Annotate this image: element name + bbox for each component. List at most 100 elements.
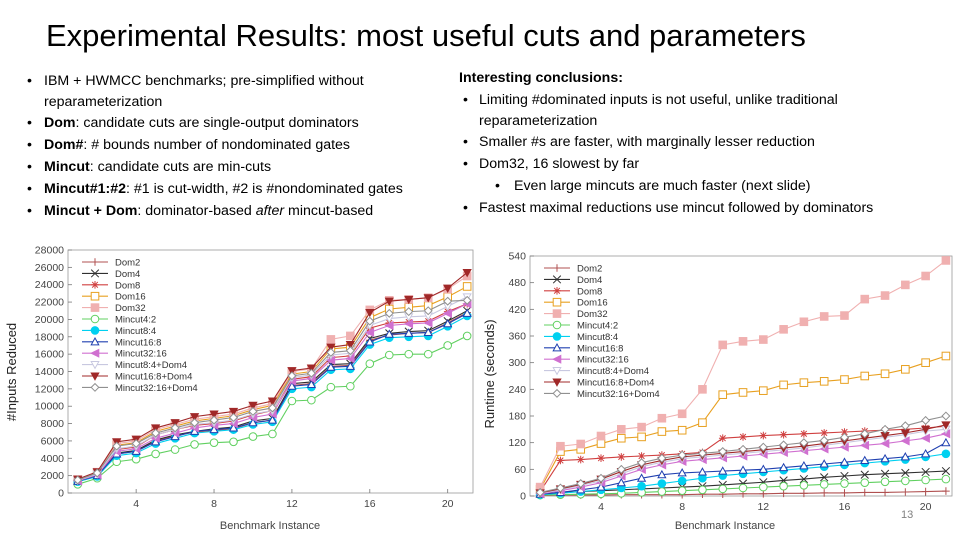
runtime-chart-data-point: [799, 460, 809, 470]
runtime-chart-y-tick-label: 540: [508, 251, 526, 263]
runtime-chart-data-point: [698, 485, 707, 495]
runtime-chart-data-point: [718, 466, 728, 475]
inputs-chart-data-point: [209, 424, 219, 434]
inputs-chart-data-point: [404, 295, 414, 305]
legend-marker: [552, 309, 562, 318]
runtime-chart-series-mincut16-8: [535, 437, 951, 498]
legend-marker: [552, 342, 562, 352]
inputs-chart-y-tick-label: 4000: [41, 453, 65, 465]
inputs-chart-data-point: [151, 449, 160, 459]
runtime-chart-data-point: [799, 438, 809, 448]
inputs-chart-legend: Dom2Dom4Dom8Dom16Dom32Mincut4:2Mincut8:4…: [82, 258, 198, 394]
legend-label: Mincut8:4: [577, 332, 618, 343]
inputs-chart-data-point: [404, 349, 414, 359]
inputs-chart-data-point: [170, 419, 180, 428]
runtime-chart-data-point: [840, 375, 849, 384]
conclusion-item: Smaller #s are faster, with marginally l…: [459, 131, 954, 153]
runtime-chart-data-point: [778, 462, 789, 472]
inputs-chart-y-tick-label: 20000: [35, 314, 64, 326]
inputs-chart-y-tick-label: 14000: [35, 366, 64, 378]
conclusion-item: Dom32, 16 slowest by far: [459, 153, 954, 175]
inputs-chart-data-point: [326, 362, 336, 371]
runtime-chart-data-point: [840, 471, 849, 481]
runtime-chart-data-point: [860, 478, 870, 487]
runtime-chart-y-tick-label: 0: [520, 491, 526, 503]
inputs-chart-data-point: [268, 429, 277, 439]
runtime-chart-data-point: [941, 474, 951, 484]
runtime-chart-data-point: [738, 337, 748, 346]
inputs-chart-data-point: [423, 306, 433, 316]
runtime-chart-data-point: [576, 439, 586, 449]
legend-marker: [90, 303, 100, 312]
inputs-chart-y-tick-label: 24000: [35, 279, 64, 291]
inputs-chart-data-point: [248, 432, 258, 441]
runtime-chart-data-point: [698, 473, 707, 483]
runtime-chart-y-tick-label: 120: [508, 437, 526, 449]
runtime-chart-data-point: [799, 317, 809, 327]
runtime-chart-data-point: [819, 312, 829, 321]
inputs-chart-data-point: [112, 441, 122, 451]
runtime-chart-data-point: [677, 468, 687, 477]
runtime-chart-data-point: [920, 425, 931, 435]
inputs-chart-data-point: [365, 316, 375, 326]
conclusions-panel: Interesting conclusions: Limiting #domin…: [459, 67, 954, 219]
runtime-chart-legend: Dom2Dom4Dom8Dom16Dom32Mincut4:2Mincut8:4…: [544, 264, 660, 400]
runtime-chart-data-point: [596, 439, 606, 448]
left-bullet-list: IBM + HWMCC benchmarks; pre-simplified w…: [27, 70, 452, 222]
runtime-chart-data-point: [799, 481, 809, 490]
legend-marker: [553, 264, 561, 272]
inputs-chart-data-point: [190, 440, 199, 449]
runtime-chart-data-point: [921, 415, 931, 425]
runtime-chart-data-point: [637, 458, 647, 468]
runtime-chart-data-point: [880, 453, 890, 463]
inputs-chart-y-tick-label: 26000: [35, 262, 64, 274]
legend-label: Mincut32:16+Dom4: [577, 389, 660, 400]
conclusions-heading: Interesting conclusions:: [459, 70, 623, 86]
runtime-chart-data-point: [697, 448, 707, 458]
inputs-chart-data-point: [209, 410, 219, 419]
inputs-chart-data-point: [384, 350, 394, 360]
runtime-chart-data-point: [840, 428, 849, 436]
inputs-chart-data-point: [345, 341, 355, 350]
inputs-chart-data-point: [364, 327, 375, 338]
inputs-chart-data-point: [326, 343, 336, 353]
inputs-chart-data-point: [151, 428, 161, 438]
runtime-chart-data-point: [738, 483, 748, 493]
runtime-chart-data-point: [819, 435, 829, 445]
runtime-chart-series-mincut32-16-dom4: [535, 411, 951, 497]
inputs-chart-data-point: [384, 320, 394, 331]
legend-label: Mincut4:2: [115, 315, 156, 326]
legend-marker: [90, 336, 100, 346]
runtime-chart-data-point: [820, 489, 828, 497]
runtime-chart-data-point: [677, 425, 687, 435]
runtime-chart-y-tick-label: 480: [508, 277, 526, 289]
runtime-chart-data-point: [819, 377, 829, 386]
inputs-chart-data-point: [248, 401, 258, 411]
runtime-chart-data-point: [556, 456, 565, 465]
page-number: 13: [901, 509, 914, 521]
inputs-chart-x-axis-label: Benchmark Instance: [220, 520, 320, 532]
inputs-chart-series-mincut16-8: [73, 308, 472, 485]
inputs-chart-data-point: [423, 327, 433, 336]
inputs-chart-data-point: [189, 413, 200, 422]
runtime-chart-data-point: [800, 429, 808, 438]
bullet-item: Dom: candidate cuts are single-output do…: [27, 112, 452, 134]
inputs-chart-data-point: [345, 361, 355, 370]
runtime-chart-y-tick-label: 300: [508, 357, 526, 369]
legend-marker: [90, 269, 100, 278]
runtime-chart-data-point: [880, 469, 890, 478]
runtime-chart-data-point: [860, 470, 869, 479]
inputs-chart-data-point: [423, 318, 433, 328]
inputs-chart-data-point: [248, 417, 258, 427]
inputs-chart-x-tick-label: 12: [286, 498, 298, 510]
runtime-chart-data-point: [758, 442, 768, 452]
inputs-chart-data-point: [384, 308, 394, 318]
runtime-chart-data-point: [820, 429, 828, 437]
bullet-item: Mincut + Dom: dominator-based after minc…: [27, 200, 452, 222]
runtime-chart-data-point: [799, 378, 809, 387]
runtime-chart-data-point: [677, 450, 687, 460]
inputs-chart-data-point: [170, 445, 180, 454]
runtime-chart-data-point: [738, 388, 748, 397]
legend-label: Dom2: [115, 258, 140, 269]
runtime-chart-data-point: [941, 449, 951, 459]
